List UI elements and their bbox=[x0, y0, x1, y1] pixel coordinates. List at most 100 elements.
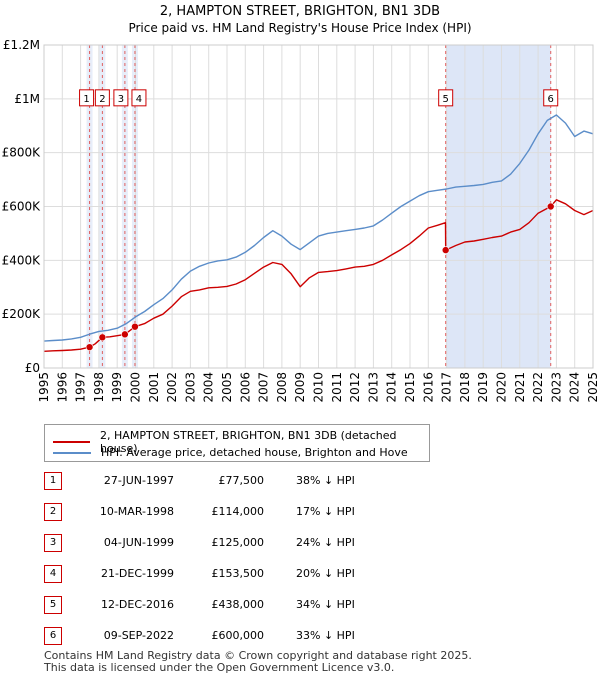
footer-licence: This data is licensed under the Open Gov… bbox=[44, 661, 395, 674]
transaction-date: 10-MAR-1998 bbox=[99, 505, 174, 518]
sale-box-2 bbox=[94, 89, 110, 107]
x-tick-label: 2019 bbox=[476, 372, 490, 403]
y-tick-label: £400K bbox=[2, 253, 42, 267]
x-tick-label: 2023 bbox=[549, 372, 563, 403]
sale-point-2 bbox=[98, 333, 107, 342]
sale-point-6 bbox=[546, 202, 555, 211]
sale-point-3 bbox=[121, 330, 129, 339]
x-tick-label: 2012 bbox=[348, 372, 362, 403]
transaction-hpi: 34% ↓ HPI bbox=[296, 598, 355, 611]
transaction-date: 27-JUN-1997 bbox=[103, 474, 174, 487]
transaction-date: 21-DEC-1999 bbox=[100, 567, 174, 580]
sale-box-6 bbox=[543, 89, 559, 107]
y-tick-label: £600K bbox=[2, 200, 42, 214]
x-tick-label: 2003 bbox=[183, 372, 197, 403]
x-tick-label: 2008 bbox=[275, 372, 289, 403]
legend-label-property: 2, HAMPTON STREET, BRIGHTON, BN1 3DB (de… bbox=[100, 429, 397, 455]
property-price-line bbox=[43, 199, 594, 352]
legend-swatch-hpi bbox=[53, 451, 91, 454]
table-row: 2 10-MAR-1998 £114,000 17% ↓ HPI bbox=[44, 503, 564, 523]
sale-box-4 bbox=[131, 89, 147, 107]
x-tick-label: 1998 bbox=[92, 372, 106, 403]
y-tick-label: £800K bbox=[2, 146, 42, 160]
transaction-price: £600,000 bbox=[211, 629, 265, 642]
transaction-hpi: 24% ↓ HPI bbox=[296, 536, 355, 549]
sale-box-label-2: 2 bbox=[99, 94, 105, 105]
table-row: 6 09-SEP-2022 £600,000 33% ↓ HPI bbox=[44, 627, 564, 647]
x-tick-label: 1999 bbox=[110, 372, 124, 403]
transaction-number: 3 bbox=[44, 534, 62, 552]
x-tick-label: 2000 bbox=[129, 372, 143, 403]
transaction-number: 2 bbox=[44, 503, 62, 521]
table-row: 4 21-DEC-1999 £153,500 20% ↓ HPI bbox=[44, 565, 564, 585]
x-tick-label: 2025 bbox=[586, 372, 600, 403]
plot-frame bbox=[43, 44, 594, 369]
x-tick-label: 2022 bbox=[531, 372, 545, 403]
x-tick-label: 1995 bbox=[37, 372, 51, 403]
sale-box-label-3: 3 bbox=[118, 94, 124, 105]
x-tick-label: 2007 bbox=[257, 372, 271, 403]
sale-point-5 bbox=[441, 246, 450, 254]
x-tick-label: 2018 bbox=[458, 372, 472, 403]
legend-item-hpi: HPI: Average price, detached house, Brig… bbox=[53, 446, 408, 459]
table-row: 1 27-JUN-1997 £77,500 38% ↓ HPI bbox=[44, 472, 564, 492]
x-tick-label: 2021 bbox=[513, 372, 527, 403]
transaction-date: 04-JUN-1999 bbox=[103, 536, 174, 549]
transaction-price: £153,500 bbox=[211, 567, 265, 580]
transaction-number: 4 bbox=[44, 565, 62, 583]
x-tick-label: 2014 bbox=[385, 372, 399, 403]
transaction-date: 09-SEP-2022 bbox=[103, 629, 174, 642]
sale-box-label-5: 5 bbox=[442, 94, 448, 105]
sale-box-label-4: 4 bbox=[136, 94, 142, 105]
transaction-price: £77,500 bbox=[218, 474, 265, 487]
x-tick-label: 2010 bbox=[312, 372, 326, 403]
footer-copyright: Contains HM Land Registry data © Crown c… bbox=[44, 649, 472, 662]
legend-item-property: 2, HAMPTON STREET, BRIGHTON, BN1 3DB (de… bbox=[53, 429, 429, 455]
sale-box-label-6: 6 bbox=[548, 94, 554, 105]
transaction-date: 12-DEC-2016 bbox=[100, 598, 174, 611]
x-tick-label: 2024 bbox=[568, 372, 582, 403]
x-tick-label: 1997 bbox=[74, 372, 88, 403]
x-tick-label: 2005 bbox=[220, 372, 234, 403]
x-tick-label: 2002 bbox=[165, 372, 179, 403]
chart-subtitle: Price paid vs. HM Land Registry's House … bbox=[128, 21, 472, 35]
legend-swatch-property bbox=[53, 441, 91, 443]
x-tick-label: 2006 bbox=[238, 372, 252, 403]
sale-box-3 bbox=[113, 89, 129, 107]
sale-box-5 bbox=[438, 89, 454, 107]
x-tick-label: 2016 bbox=[421, 372, 435, 403]
sale-box-label-1: 1 bbox=[83, 94, 89, 105]
x-tick-label: 2017 bbox=[440, 372, 454, 403]
transaction-hpi: 38% ↓ HPI bbox=[296, 474, 355, 487]
transaction-hpi: 33% ↓ HPI bbox=[296, 629, 355, 642]
y-tick-label: £1.2M bbox=[3, 38, 40, 52]
legend: 2, HAMPTON STREET, BRIGHTON, BN1 3DB (de… bbox=[44, 424, 430, 462]
transaction-price: £438,000 bbox=[211, 598, 265, 611]
x-tick-label: 2009 bbox=[293, 372, 307, 403]
transaction-price: £114,000 bbox=[211, 505, 265, 518]
chart-title: 2, HAMPTON STREET, BRIGHTON, BN1 3DB bbox=[159, 4, 441, 19]
y-tick-label: £1M bbox=[14, 92, 40, 106]
table-row: 3 04-JUN-1999 £125,000 24% ↓ HPI bbox=[44, 534, 564, 554]
y-tick-label: £0 bbox=[25, 361, 40, 375]
x-tick-label: 2004 bbox=[202, 372, 216, 403]
transaction-hpi: 17% ↓ HPI bbox=[296, 505, 355, 518]
x-tick-label: 2020 bbox=[495, 372, 509, 403]
sale-point-4 bbox=[131, 322, 139, 331]
transaction-number: 5 bbox=[44, 596, 62, 614]
transaction-hpi: 20% ↓ HPI bbox=[296, 567, 355, 580]
sale-box-1 bbox=[79, 89, 95, 107]
transaction-number: 1 bbox=[44, 472, 62, 490]
x-tick-label: 2011 bbox=[330, 372, 344, 403]
transaction-price: £125,000 bbox=[211, 536, 265, 549]
x-tick-label: 2015 bbox=[403, 372, 417, 403]
footer: Contains HM Land Registry data © Crown c… bbox=[44, 650, 472, 674]
x-tick-label: 1996 bbox=[55, 372, 69, 403]
sale-point-1 bbox=[85, 343, 94, 351]
hpi-line bbox=[43, 114, 594, 342]
legend-label-hpi: HPI: Average price, detached house, Brig… bbox=[101, 446, 408, 459]
x-tick-label: 2013 bbox=[366, 372, 380, 403]
y-tick-label: £200K bbox=[2, 307, 42, 321]
table-row: 5 12-DEC-2016 £438,000 34% ↓ HPI bbox=[44, 596, 564, 616]
